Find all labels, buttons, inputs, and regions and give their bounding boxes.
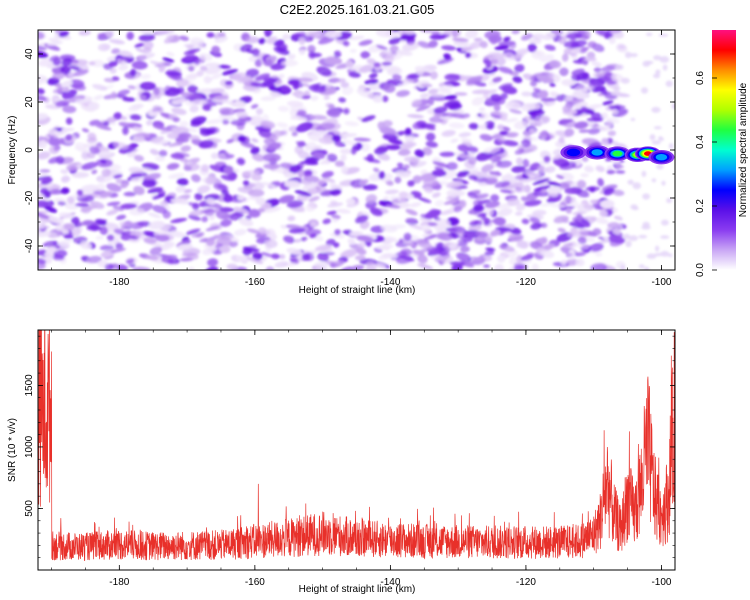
- snr-y-label: SNR (10 * v/v): [7, 418, 18, 482]
- colorbar: 0.0 0.2 0.4 0.6 Normalized spectral amplitu…: [695, 30, 749, 277]
- heatmap-x-ticks: -180 -160 -140 -120 -100: [51, 30, 672, 288]
- heatmap-x-label: Height of straight line (km): [299, 285, 416, 296]
- colorbar-label: Normalized spectral amplitude: [738, 82, 749, 217]
- heatmap-feature-blob: [566, 148, 581, 157]
- spectrogram-panel: -180 -160 -140 -120 -100 -40 -20 0 20 40 Height …: [7, 29, 676, 296]
- x-tick-label: -180: [109, 577, 129, 588]
- y-tick-label: 500: [24, 500, 35, 517]
- x-tick-label: -120: [516, 577, 536, 588]
- x-tick-label: -160: [245, 277, 265, 288]
- x-tick-label: -120: [516, 277, 536, 288]
- figure-title: C2E2.2025.161.03.21.G05: [280, 2, 435, 17]
- snr-series-line: [38, 330, 675, 562]
- y-tick-label: 1000: [24, 435, 35, 458]
- heatmap-feature-blob: [591, 149, 603, 156]
- snr-x-ticks: -180 -160 -140 -120 -100: [51, 330, 672, 588]
- heatmap-feature-blob: [612, 150, 623, 157]
- colorbar-tick-label: 0.4: [695, 135, 706, 149]
- x-tick-label: -100: [651, 277, 671, 288]
- y-tick-label: 0: [24, 147, 35, 153]
- heatmap-feature-blob: [655, 154, 668, 161]
- colorbar-tick-label: 0.6: [695, 71, 706, 85]
- x-tick-label: -140: [380, 577, 400, 588]
- colorbar-tick-label: 0.2: [695, 199, 706, 213]
- colorbar-gradient: [712, 30, 736, 270]
- y-tick-label: -40: [24, 238, 35, 253]
- snr-panel: -180 -160 -140 -120 -100 500 1000 1500 Height …: [7, 329, 676, 595]
- snr-x-label: Height of straight line (km): [299, 584, 416, 595]
- y-tick-label: 20: [24, 96, 35, 108]
- colorbar-tick-label: 0.0: [695, 263, 706, 277]
- heatmap-y-ticks: -40 -20 0 20 40: [24, 29, 675, 271]
- colorbar-ticks: 0.0 0.2 0.4 0.6: [695, 71, 717, 277]
- heatmap-features: [560, 145, 675, 165]
- x-tick-label: -160: [245, 577, 265, 588]
- y-tick-label: -20: [24, 190, 35, 205]
- x-tick-label: -180: [109, 277, 129, 288]
- x-tick-label: -100: [651, 577, 671, 588]
- heatmap-y-label: Frequency (Hz): [7, 116, 18, 185]
- snr-y-ticks: 500 1000 1500: [24, 335, 675, 571]
- y-tick-label: 40: [24, 48, 35, 60]
- x-tick-label: -140: [380, 277, 400, 288]
- y-tick-label: 1500: [24, 374, 35, 397]
